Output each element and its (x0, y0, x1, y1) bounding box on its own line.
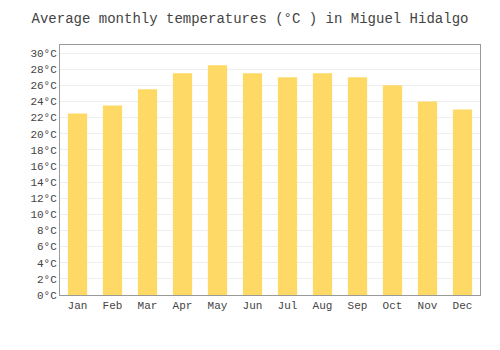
svg-text:26°C: 26°C (30, 80, 57, 92)
svg-text:Jun: Jun (243, 300, 263, 312)
svg-text:Jul: Jul (278, 300, 298, 312)
svg-text:18°C: 18°C (30, 145, 57, 157)
svg-text:8°C: 8°C (37, 225, 57, 237)
svg-text:12°C: 12°C (30, 193, 57, 205)
svg-text:Sep: Sep (348, 300, 368, 312)
svg-text:Nov: Nov (418, 300, 438, 312)
svg-text:0°C: 0°C (37, 290, 57, 302)
svg-text:14°C: 14°C (30, 177, 57, 189)
svg-text:16°C: 16°C (30, 161, 57, 173)
svg-text:24°C: 24°C (30, 96, 57, 108)
svg-text:Dec: Dec (453, 300, 473, 312)
svg-text:Jan: Jan (68, 300, 88, 312)
svg-text:Oct: Oct (383, 300, 403, 312)
svg-text:28°C: 28°C (30, 64, 57, 76)
svg-text:Aug: Aug (313, 300, 333, 312)
svg-text:20°C: 20°C (30, 129, 57, 141)
svg-text:4°C: 4°C (37, 258, 57, 270)
svg-text:2°C: 2°C (37, 274, 57, 286)
svg-text:10°C: 10°C (30, 209, 57, 221)
svg-text:6°C: 6°C (37, 241, 57, 253)
svg-text:Average monthly temperatures (: Average monthly temperatures (°C ) in Mi… (32, 11, 469, 27)
svg-text:30°C: 30°C (30, 48, 57, 60)
svg-text:Apr: Apr (173, 300, 193, 312)
svg-text:22°C: 22°C (30, 112, 57, 124)
svg-text:Feb: Feb (103, 300, 123, 312)
svg-text:May: May (208, 300, 228, 312)
svg-text:Mar: Mar (138, 300, 158, 312)
